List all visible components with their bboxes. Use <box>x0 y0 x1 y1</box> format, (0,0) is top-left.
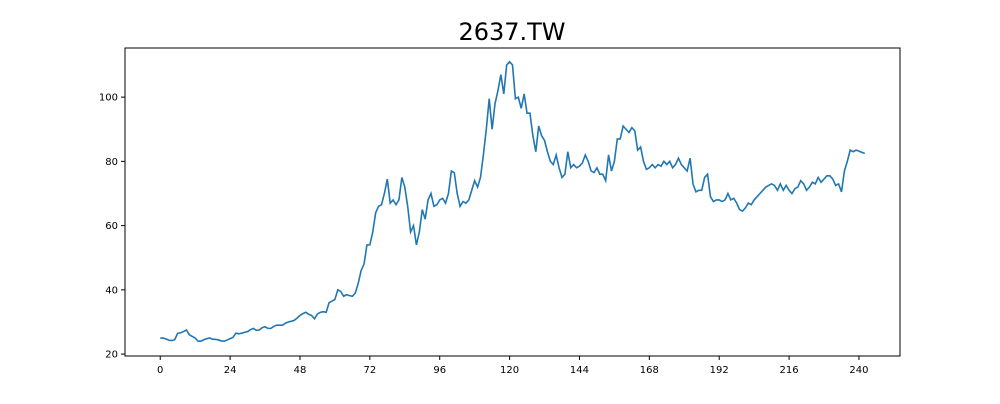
x-tick-label: 24 <box>224 365 237 376</box>
x-tick-label: 120 <box>500 365 519 376</box>
x-tick-label: 72 <box>363 365 376 376</box>
x-tick-label: 48 <box>294 365 307 376</box>
x-tick-label: 144 <box>570 365 589 376</box>
chart-title: 2637.TW <box>458 18 565 46</box>
y-tick-label: 100 <box>99 93 118 104</box>
y-tick-label: 40 <box>105 285 118 296</box>
plot-frame <box>124 47 901 357</box>
y-tick-label: 20 <box>105 350 118 361</box>
line-series <box>160 60 866 343</box>
x-tick-label: 168 <box>640 365 659 376</box>
x-tick-label: 0 <box>157 365 163 376</box>
x-tick-label: 216 <box>780 365 799 376</box>
x-tick-label: 192 <box>710 365 729 376</box>
x-tick-label: 96 <box>433 365 446 376</box>
x-tick-label: 240 <box>849 365 868 376</box>
y-tick-label: 80 <box>105 157 118 168</box>
y-tick-label: 60 <box>105 221 118 232</box>
